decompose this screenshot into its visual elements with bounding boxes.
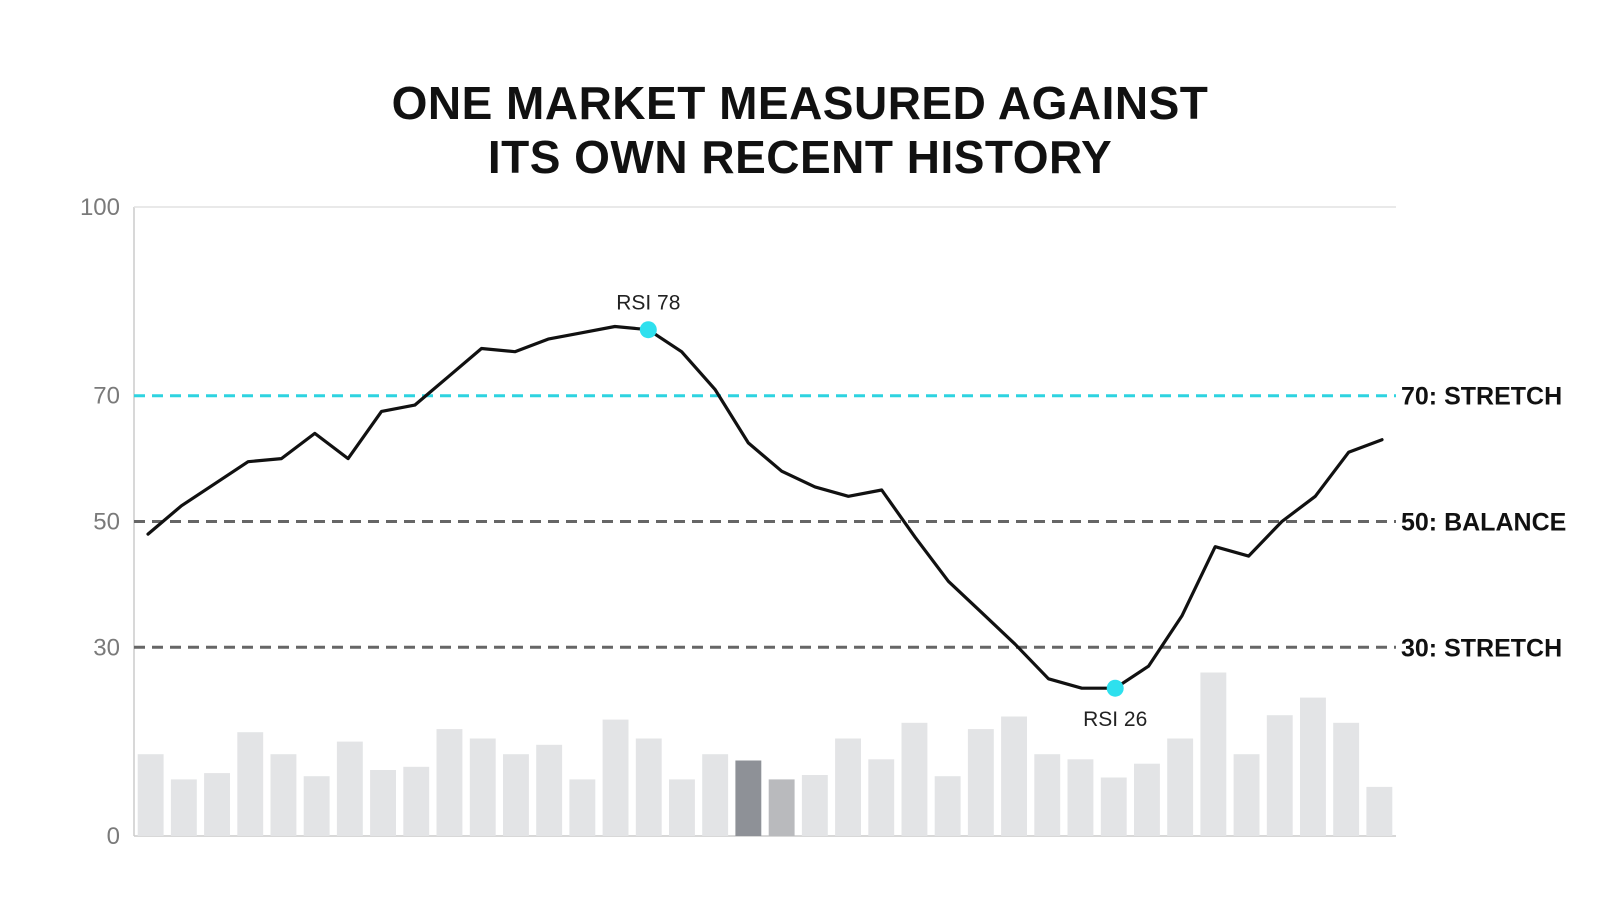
volume-bar <box>1333 722 1360 836</box>
volume-bar <box>801 775 828 836</box>
volume-bar <box>1167 738 1194 836</box>
volume-bar <box>1200 672 1227 836</box>
y-tick-label: 30 <box>93 634 120 661</box>
volume-bar <box>1366 786 1393 836</box>
volume-bar <box>768 779 795 836</box>
volume-bar <box>1233 754 1260 836</box>
volume-bar <box>469 738 496 836</box>
volume-bar <box>835 738 861 836</box>
rsi-line <box>146 324 1384 690</box>
volume-bar <box>237 732 264 836</box>
volume-bar <box>702 754 729 836</box>
y-tick-label: 70 <box>93 383 120 410</box>
y-tick-label: 50 <box>93 509 120 536</box>
y-tick-label: 100 <box>80 194 120 221</box>
volume-bar <box>635 738 662 836</box>
volume-bar <box>1134 763 1160 836</box>
volume-bar <box>1001 716 1027 836</box>
chart-title: ONE MARKET MEASURED AGAINST ITS OWN RECE… <box>0 76 1600 184</box>
volume-bar <box>170 779 197 836</box>
volume-bar <box>1034 754 1061 836</box>
volume-bar <box>1100 777 1127 836</box>
volume-bar <box>901 722 928 836</box>
volume-bar <box>336 741 363 836</box>
title-line-2: ITS OWN RECENT HISTORY <box>487 131 1113 183</box>
volume-bar <box>967 729 994 836</box>
volume-bar <box>503 754 529 836</box>
volume-bar <box>602 719 629 836</box>
reference-label-30: 30: STRETCH <box>1401 634 1562 662</box>
volume-bar <box>436 729 463 836</box>
volume-bar <box>569 779 596 836</box>
volume-bar <box>403 766 430 836</box>
volume-bar <box>934 776 961 836</box>
volume-bar <box>370 770 396 836</box>
title-line-1: ONE MARKET MEASURED AGAINST <box>391 77 1209 129</box>
volume-bar <box>735 760 762 836</box>
volume-bar <box>204 773 230 836</box>
volume-bar <box>536 744 563 836</box>
volume-bar <box>1300 697 1326 836</box>
extreme-marker <box>1106 679 1124 697</box>
volume-bar <box>137 754 164 836</box>
volume-bar <box>669 779 695 836</box>
volume-bar <box>1266 715 1293 836</box>
extreme-callout: RSI 26 <box>1083 708 1147 731</box>
volume-bar <box>303 776 330 836</box>
extreme-marker <box>639 321 657 339</box>
reference-label-50: 50: BALANCE <box>1401 509 1566 537</box>
reference-label-70: 70: STRETCH <box>1401 383 1562 411</box>
extreme-callout: RSI 78 <box>616 292 680 315</box>
volume-bar <box>868 759 895 836</box>
volume-bar <box>270 754 297 836</box>
volume-bar <box>1067 759 1094 836</box>
y-tick-label: 0 <box>107 823 120 850</box>
